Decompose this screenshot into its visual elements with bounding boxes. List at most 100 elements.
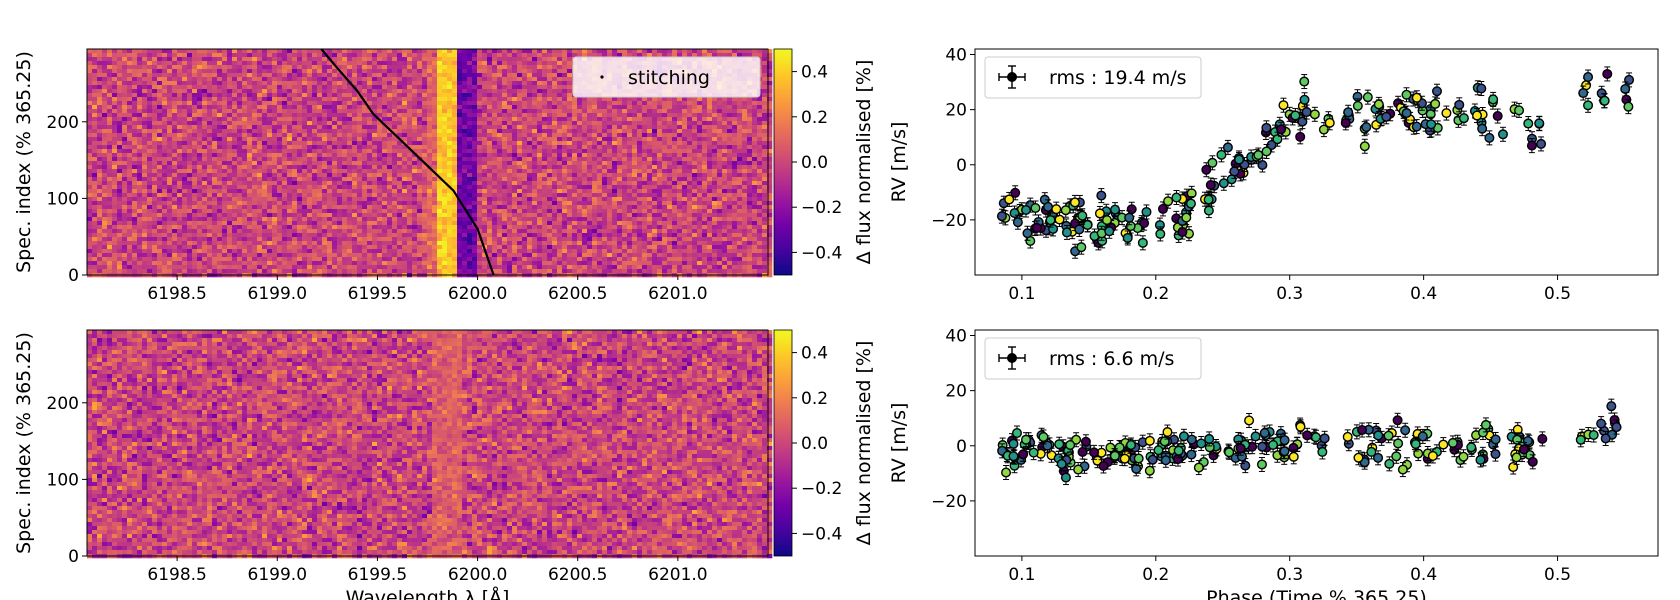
rv-data-point — [1031, 220, 1042, 236]
colorbar-tick-label: 0.2 — [801, 389, 828, 409]
rv-data-point — [1317, 444, 1328, 460]
colorbar: 0.4 0.2 0.0 −0.2 −0.4 Δ flux normalised [%] — [773, 48, 875, 276]
rv-bottom-panel: 0.1 0.2 0.3 0.4 0.5 40 20 0 −20 RV [m/s] Phase (… — [888, 327, 1659, 600]
rv-data-point — [1122, 230, 1133, 246]
stitching-line — [320, 48, 495, 276]
x-tick-label: 0.1 — [1008, 565, 1035, 585]
legend-label: stitching — [628, 67, 710, 89]
colorbar-gradient — [773, 329, 793, 557]
rv-data-point — [1288, 449, 1299, 465]
rv-data-point — [1522, 433, 1533, 449]
rv-data-point — [1497, 126, 1508, 142]
rv-data-point — [1400, 422, 1411, 438]
rv-data-point — [1301, 104, 1312, 120]
x-tick-label: 0.4 — [1410, 284, 1437, 304]
rv-data-point — [1536, 136, 1547, 152]
legend-marker — [600, 75, 604, 79]
rv-data-point — [1430, 96, 1441, 112]
rv-data-point — [1256, 456, 1267, 472]
rv-data-point — [1021, 432, 1032, 448]
legend-label: rms : 19.4 m/s — [1049, 67, 1187, 89]
rv-data-point — [1008, 436, 1019, 452]
rv-data-point — [1324, 115, 1335, 131]
rv-data-point — [1018, 446, 1029, 462]
rv-data-point — [1163, 193, 1174, 209]
rv-data-point — [1157, 201, 1168, 217]
x-tick-label: 0.1 — [1008, 284, 1035, 304]
rv-data-point — [1342, 429, 1353, 445]
rv-data-point — [1295, 419, 1306, 435]
rv-data-point — [1359, 138, 1370, 154]
rv-data-point — [1173, 443, 1184, 459]
rv-data-point — [1384, 456, 1395, 472]
colorbar-tick-label: 0.4 — [801, 63, 828, 83]
rv-data-point — [1534, 115, 1545, 131]
rv-data-point — [1203, 192, 1214, 208]
x-tick-label: 6199.0 — [248, 565, 307, 585]
rv-data-point — [1022, 225, 1033, 241]
rv-data-point — [1141, 204, 1152, 220]
rv-data-point — [1012, 214, 1023, 230]
rv-data-point — [1020, 202, 1031, 218]
rv-data-point — [1514, 102, 1525, 118]
colorbar: 0.4 0.2 0.0 −0.2 −0.4 Δ flux normalised [%] — [773, 329, 875, 557]
rv-data-point — [1299, 92, 1310, 108]
rv-data-point — [1001, 465, 1012, 481]
rv-data-point — [1596, 416, 1607, 432]
heatmap-top-panel: 6198.5 6199.0 6199.5 6200.0 6200.5 6201.0 0 100… — [13, 48, 875, 304]
y-tick-label: 200 — [47, 394, 79, 414]
rv-data-point — [1511, 449, 1522, 465]
rv-data-point — [1229, 163, 1240, 179]
y-tick-label: 40 — [945, 46, 967, 66]
rv-data-point — [1069, 194, 1080, 210]
rv-data-point — [1125, 437, 1136, 453]
x-tick-label: 0.5 — [1544, 284, 1571, 304]
rv-data-point — [1417, 428, 1428, 444]
rv-data-point — [1472, 108, 1483, 124]
rv-data-point — [1054, 436, 1065, 452]
rv-data-point — [1401, 87, 1412, 103]
y-tick-label: −20 — [931, 492, 967, 512]
rv-data-point — [1490, 431, 1501, 447]
rv-data-point — [1076, 239, 1087, 255]
rv-data-point — [1490, 446, 1501, 462]
rv-data-point — [1454, 97, 1465, 113]
x-tick-label: 6199.5 — [348, 565, 407, 585]
rv-data-point — [1447, 435, 1458, 451]
rv-data-point — [1045, 212, 1056, 228]
rv-data-point — [1077, 444, 1088, 460]
rv-data-point — [1060, 470, 1071, 486]
legend-errorbar-marker — [998, 346, 1026, 370]
rv-data-point — [1030, 200, 1041, 216]
rv-data-point — [1373, 96, 1384, 112]
rv-data-point — [1352, 98, 1363, 114]
rv-data-point — [1139, 215, 1150, 231]
colorbar-tick-label: 0.2 — [801, 108, 828, 128]
x-axis-label: Wavelength λ [Å] — [346, 586, 510, 600]
rv-data-point — [1144, 433, 1155, 449]
x-tick-label: 6198.5 — [147, 284, 206, 304]
rv-data-point — [1259, 425, 1270, 441]
rv-data-point — [1476, 81, 1487, 97]
rv-data-point — [1060, 202, 1071, 218]
rv-data-point — [1475, 452, 1486, 468]
y-tick-label: 0 — [68, 547, 79, 567]
rv-data-point — [1588, 427, 1599, 443]
rv-data-point — [1133, 450, 1144, 466]
rv-data-point — [1492, 108, 1503, 124]
rv-data-point — [1250, 428, 1261, 444]
rv-data-point — [1392, 412, 1403, 428]
rv-data-point — [1278, 97, 1289, 113]
rv-data-point — [1038, 429, 1049, 445]
colorbar-tick-label: 0.0 — [801, 153, 828, 173]
x-tick-label: 6200.0 — [448, 565, 507, 585]
x-tick-label: 6200.0 — [448, 284, 507, 304]
rv-data-point — [1575, 432, 1586, 448]
rv-data-point — [1137, 434, 1148, 450]
rv-data-point — [996, 208, 1007, 224]
rv-data-point — [1411, 119, 1422, 135]
rv-data-point — [1611, 419, 1622, 435]
rv-data-point — [1438, 437, 1449, 453]
y-tick-label: 100 — [47, 470, 79, 490]
